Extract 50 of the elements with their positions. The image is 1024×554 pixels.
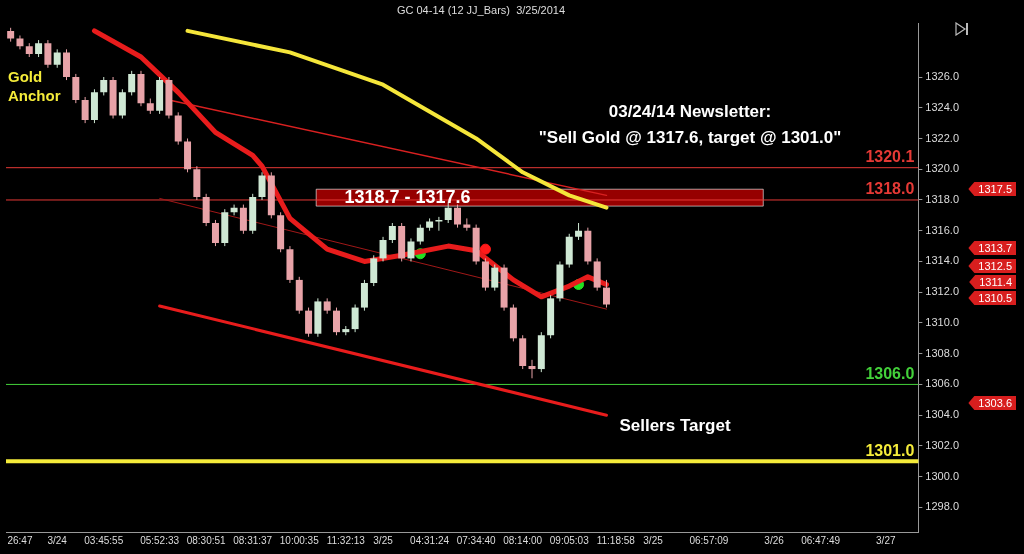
x-tick-label: 08:14:00 bbox=[503, 534, 543, 546]
chart-title: GC 04-14 (12 JJ_Bars) 3/25/2014 bbox=[396, 3, 566, 16]
ref-line-label: 1318.0 bbox=[865, 180, 915, 198]
x-tick-label: 3/24 bbox=[47, 534, 68, 546]
y-tick-label: 1320.0 bbox=[925, 162, 960, 175]
x-tick-label: 3/27 bbox=[876, 534, 896, 546]
y-tick-label: 1306.0 bbox=[925, 377, 960, 390]
x-tick-label: 06:47:49 bbox=[801, 534, 841, 546]
y-tick-label: 1326.0 bbox=[925, 70, 960, 83]
x-tick-label: 3/26 bbox=[764, 534, 785, 546]
annotation: Gold Anchor bbox=[8, 68, 61, 105]
y-tick-label: 1310.0 bbox=[925, 315, 960, 328]
text: 1311.4 bbox=[979, 275, 1012, 288]
y-tick-label: 1300.0 bbox=[925, 469, 960, 482]
x-tick-label: 11:18:58 bbox=[596, 534, 636, 546]
x-tick-label: 05:52:33 bbox=[140, 534, 180, 546]
annotation: 03/24/14 Newsletter: bbox=[608, 101, 772, 121]
annotation: Sellers Target bbox=[619, 415, 731, 435]
x-tick-label: 3/25 bbox=[643, 534, 664, 546]
x-tick-label: 10:00:35 bbox=[279, 534, 320, 546]
y-tick-label: 1312.0 bbox=[925, 285, 960, 298]
x-tick-label: 03:45:55 bbox=[84, 534, 124, 546]
annotation: "Sell Gold @ 1317.6, target @ 1301.0" bbox=[538, 127, 842, 147]
x-tick-label: 04:31:24 bbox=[410, 534, 450, 546]
x-tick-label: 26:47 bbox=[7, 534, 33, 546]
y-tick-label: 1308.0 bbox=[925, 346, 960, 359]
text: 1312.5 bbox=[978, 259, 1013, 272]
band-label: 1318.7 - 1317.6 bbox=[344, 186, 471, 207]
y-tick-label: 1322.0 bbox=[925, 131, 960, 144]
y-tick-label: 1318.0 bbox=[925, 193, 960, 205]
x-tick-label: 06:57:09 bbox=[689, 534, 729, 546]
y-tick-label: 1316.0 bbox=[925, 223, 960, 236]
y-tick-label: 1314.0 bbox=[925, 254, 960, 267]
x-tick-label: 09:05:03 bbox=[549, 534, 590, 546]
x-tick-label: 3/25 bbox=[373, 534, 394, 546]
x-tick-label: 11:32:13 bbox=[326, 534, 366, 546]
text: 1310.5 bbox=[978, 291, 1013, 304]
x-tick-label: 07:34:40 bbox=[456, 534, 497, 546]
y-tick-label: 1324.0 bbox=[925, 100, 960, 113]
ref-line-label: 1301.0 bbox=[865, 441, 915, 459]
text: 1313.7 bbox=[978, 241, 1013, 254]
text: 1317.5 bbox=[978, 182, 1013, 195]
y-tick-label: 1302.0 bbox=[925, 438, 960, 451]
x-tick-label: 08:31:37 bbox=[233, 534, 273, 546]
text: 1303.6 bbox=[978, 396, 1013, 409]
x-tick-label: 08:30:51 bbox=[186, 534, 227, 546]
ref-line-label: 1306.0 bbox=[865, 364, 915, 382]
y-tick-label: 1304.0 bbox=[925, 408, 960, 421]
ref-line-label: 1320.1 bbox=[865, 148, 915, 166]
y-tick-label: 1298.0 bbox=[925, 500, 960, 513]
